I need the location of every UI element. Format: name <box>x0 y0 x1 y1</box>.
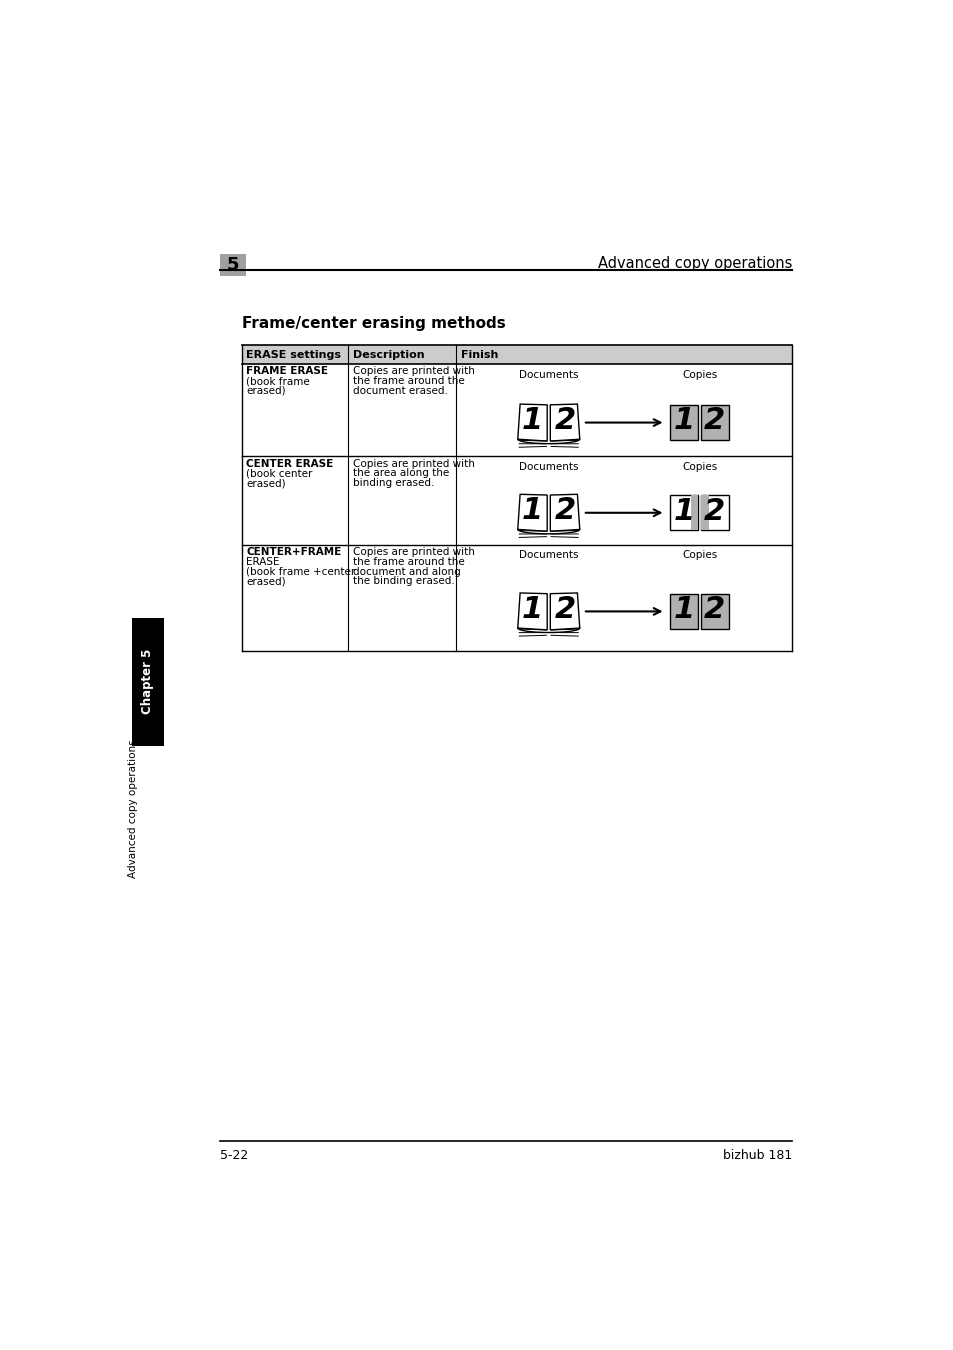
Text: 2: 2 <box>554 406 575 435</box>
Text: Frame/center erasing methods: Frame/center erasing methods <box>241 316 505 331</box>
Text: (book frame: (book frame <box>246 377 310 386</box>
Bar <box>670 495 698 531</box>
Bar <box>700 495 708 531</box>
Polygon shape <box>550 494 579 532</box>
Text: ERASE settings: ERASE settings <box>246 350 341 359</box>
Bar <box>690 495 698 531</box>
Text: the frame around the: the frame around the <box>353 377 464 386</box>
Text: the frame around the: the frame around the <box>353 558 464 567</box>
Text: 2: 2 <box>703 595 724 624</box>
Text: Copies: Copies <box>681 462 717 472</box>
Text: FRAME ERASE: FRAME ERASE <box>246 366 328 377</box>
Text: Chapter 5: Chapter 5 <box>141 649 154 714</box>
Text: 2: 2 <box>554 595 575 624</box>
Bar <box>670 594 698 629</box>
Text: document and along: document and along <box>353 567 459 576</box>
Bar <box>670 405 698 440</box>
Text: erased): erased) <box>246 576 286 586</box>
Text: Documents: Documents <box>518 462 578 472</box>
Bar <box>220 254 246 275</box>
Text: the binding erased.: the binding erased. <box>353 576 454 586</box>
Polygon shape <box>517 494 547 532</box>
Text: Description: Description <box>353 350 424 359</box>
Text: document erased.: document erased. <box>353 386 447 396</box>
Text: 1: 1 <box>521 497 542 525</box>
Text: Copies: Copies <box>681 551 717 560</box>
Text: 5-22: 5-22 <box>220 1149 248 1162</box>
Text: 1: 1 <box>673 595 695 624</box>
Text: CENTER ERASE: CENTER ERASE <box>246 459 334 468</box>
Text: CENTER+FRAME: CENTER+FRAME <box>246 547 341 558</box>
Text: 1: 1 <box>673 497 695 525</box>
Text: Copies are printed with: Copies are printed with <box>353 366 474 377</box>
Text: Advanced copy operations: Advanced copy operations <box>597 256 791 271</box>
Polygon shape <box>517 593 547 630</box>
Text: Documents: Documents <box>518 551 578 560</box>
Polygon shape <box>550 404 579 441</box>
Text: Finish: Finish <box>460 350 497 359</box>
Text: 1: 1 <box>521 595 542 624</box>
Text: the area along the: the area along the <box>353 468 448 478</box>
Text: Advanced copy operations: Advanced copy operations <box>128 740 138 878</box>
Text: 2: 2 <box>703 497 724 525</box>
Text: bizhub 181: bizhub 181 <box>722 1149 791 1162</box>
Bar <box>700 405 728 440</box>
Text: (book frame +center: (book frame +center <box>246 567 355 576</box>
Text: 2: 2 <box>554 497 575 525</box>
Bar <box>241 346 791 363</box>
Text: Documents: Documents <box>518 370 578 379</box>
Text: 2: 2 <box>703 406 724 435</box>
Text: 1: 1 <box>673 406 695 435</box>
Bar <box>700 495 728 531</box>
Text: Copies: Copies <box>681 370 717 379</box>
Text: erased): erased) <box>246 478 286 489</box>
Text: Copies are printed with: Copies are printed with <box>353 459 474 468</box>
Text: 5: 5 <box>227 256 239 274</box>
Text: ERASE: ERASE <box>246 558 279 567</box>
Polygon shape <box>550 593 579 630</box>
Text: erased): erased) <box>246 386 286 396</box>
Text: binding erased.: binding erased. <box>353 478 434 489</box>
Bar <box>132 618 164 745</box>
Text: (book center: (book center <box>246 468 313 478</box>
Text: Copies are printed with: Copies are printed with <box>353 547 474 558</box>
Polygon shape <box>517 404 547 441</box>
Bar <box>700 594 728 629</box>
Text: 1: 1 <box>521 406 542 435</box>
